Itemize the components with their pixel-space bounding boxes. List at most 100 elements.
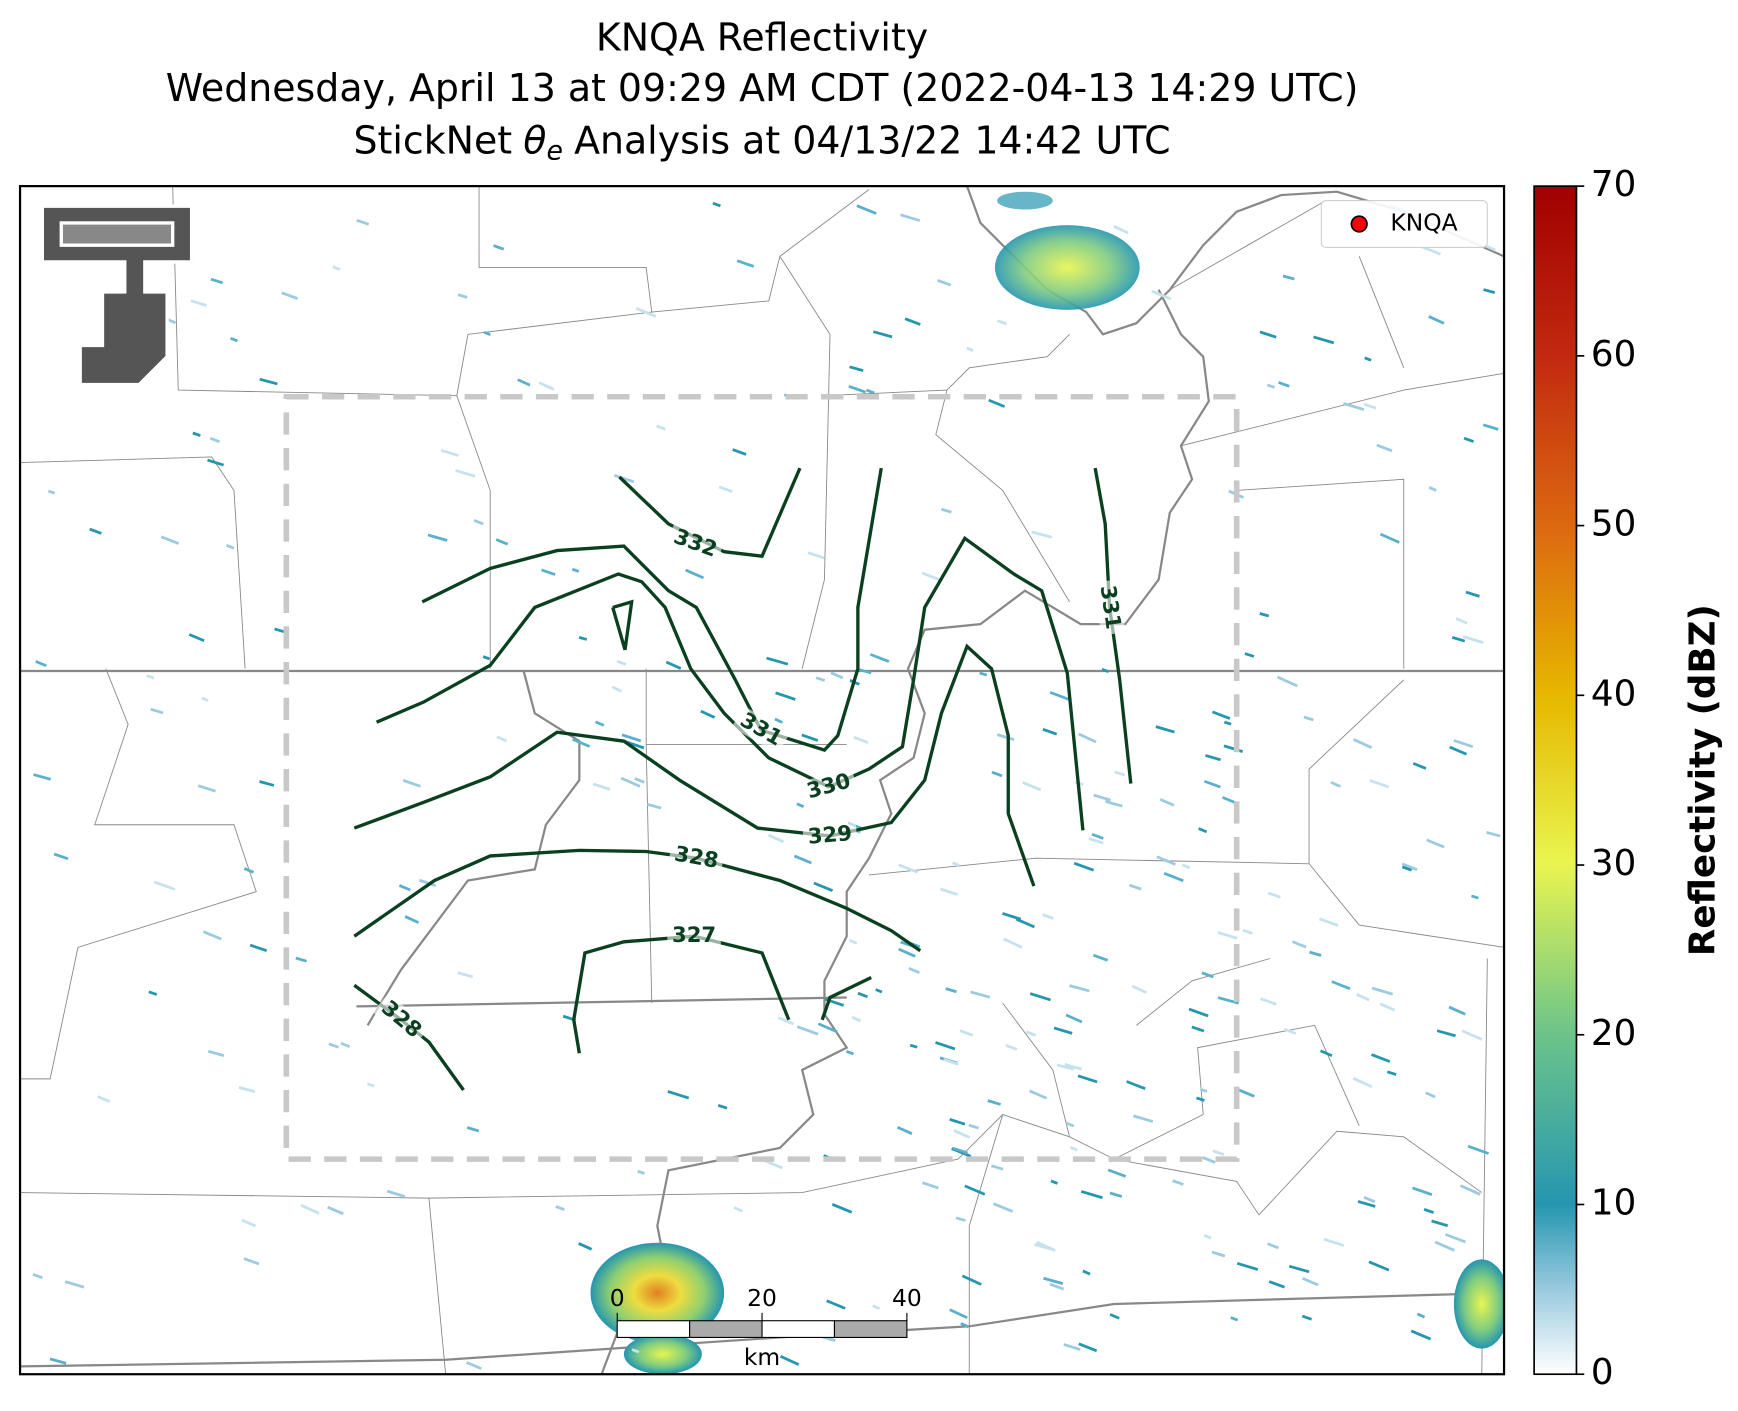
speckle <box>1063 1343 1081 1351</box>
speckle <box>281 291 299 300</box>
speckle <box>153 880 176 891</box>
speckle <box>1319 1049 1333 1058</box>
speckle <box>1049 691 1072 702</box>
scale-tick-label: 20 <box>747 1284 777 1312</box>
speckle <box>1201 1156 1216 1164</box>
speckle <box>904 317 921 326</box>
speckle <box>1323 1237 1345 1247</box>
speckle <box>952 1146 968 1155</box>
speckle <box>53 852 69 861</box>
speckle <box>1043 1276 1064 1285</box>
speckle <box>1260 997 1277 1006</box>
speckle <box>1471 894 1479 900</box>
speckle <box>848 384 866 394</box>
speckle <box>1483 288 1496 294</box>
speckle <box>1163 871 1184 883</box>
speckle <box>718 485 733 493</box>
speckle <box>1064 1063 1083 1071</box>
speckle <box>201 696 209 702</box>
speckle <box>1091 832 1104 840</box>
speckle <box>1369 779 1390 789</box>
contour-label: 327 <box>672 922 716 947</box>
colorbar: Reflectivity (dBZ) 0 10 20 30 40 50 60 70 <box>1533 164 1724 1393</box>
speckle <box>243 1257 260 1266</box>
speckle <box>482 655 491 661</box>
speckle <box>1088 837 1104 845</box>
speckle <box>35 660 47 668</box>
speckle <box>996 319 1007 326</box>
speckle <box>873 330 893 339</box>
speckle <box>815 676 826 682</box>
speckle <box>578 1242 593 1251</box>
speckle <box>1343 402 1365 411</box>
speckle <box>483 331 491 336</box>
speckle <box>496 735 508 743</box>
speckle <box>207 458 225 467</box>
speckle <box>356 218 370 226</box>
speckle <box>1236 1261 1259 1271</box>
ttu-logo <box>40 204 194 387</box>
speckle <box>1181 863 1191 870</box>
speckle <box>517 378 531 387</box>
speckle <box>1049 1282 1065 1291</box>
contour-label-bg <box>799 768 858 806</box>
speckle <box>146 674 155 680</box>
speckle <box>148 990 158 996</box>
speckle <box>634 777 645 784</box>
speckle <box>1465 590 1480 598</box>
speckle <box>1267 891 1281 899</box>
speckle <box>404 915 420 924</box>
speckle <box>1053 1026 1073 1035</box>
speckle <box>1101 667 1110 673</box>
speckle <box>466 1126 480 1133</box>
speckle <box>1379 532 1400 544</box>
speckle <box>667 1090 690 1100</box>
speckle <box>188 633 205 643</box>
speckle <box>97 1095 111 1103</box>
speckle <box>1077 1074 1098 1084</box>
speckle <box>935 1041 956 1051</box>
title-symbol: θ <box>523 118 546 162</box>
speckle <box>1237 1088 1255 1098</box>
speckle <box>202 930 222 941</box>
speckle <box>848 938 858 945</box>
speckle <box>766 656 789 666</box>
speckle <box>555 1205 565 1211</box>
scale-bar: 0 20 40 km <box>610 1284 922 1371</box>
speckle <box>538 381 555 391</box>
speckle <box>845 1049 855 1056</box>
speckle <box>1401 865 1413 872</box>
speckle <box>996 733 1015 742</box>
speckle <box>210 277 224 285</box>
speckle <box>1077 732 1097 744</box>
speckle <box>1114 770 1126 777</box>
speckle <box>616 659 627 666</box>
speckle <box>826 1299 846 1310</box>
speckle <box>945 987 957 994</box>
speckle <box>796 1025 819 1036</box>
speckle <box>457 293 468 299</box>
speckle <box>813 881 834 892</box>
speckle <box>1462 635 1484 644</box>
speckle <box>1448 1005 1466 1016</box>
river <box>600 186 1505 1375</box>
speckle <box>207 1049 225 1058</box>
speckle <box>1425 1091 1436 1099</box>
speckle <box>1050 1179 1059 1185</box>
speckle <box>1421 245 1441 256</box>
speckle <box>1113 225 1129 235</box>
speckle <box>1080 1190 1103 1200</box>
speckle <box>1199 1087 1208 1093</box>
speckle <box>801 733 819 742</box>
speckle <box>779 1354 800 1366</box>
speckle <box>646 802 662 810</box>
speckle <box>1451 636 1466 643</box>
contour-label: 330 <box>804 768 853 804</box>
speckle <box>225 544 235 550</box>
speckle <box>1426 838 1445 849</box>
speckle <box>259 377 278 386</box>
speckle <box>1217 996 1240 1005</box>
speckle <box>909 1043 918 1049</box>
title-line3: StickNet θe Analysis at 04/13/22 14:42 UTC <box>354 118 1171 166</box>
speckle <box>1386 1070 1397 1076</box>
